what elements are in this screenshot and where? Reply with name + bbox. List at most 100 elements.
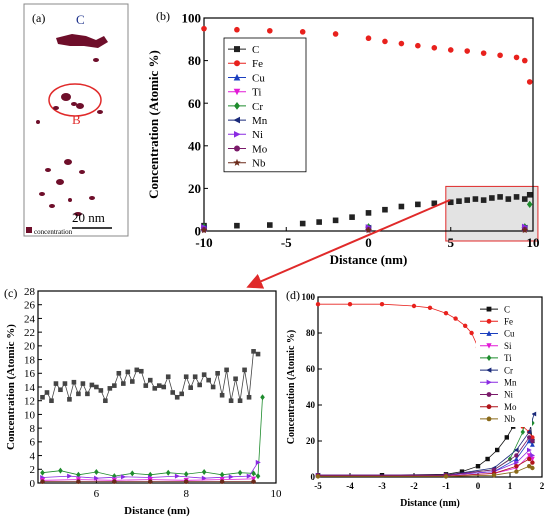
- legend-swatch: [26, 227, 32, 233]
- data-point: [382, 206, 388, 213]
- x-axis-label: Distance (nm): [400, 498, 460, 509]
- data-point: [174, 394, 180, 400]
- data-point: [179, 391, 184, 397]
- panel-a-canvas: (a) C B 20 nm concentration: [23, 3, 129, 237]
- data-point: [365, 210, 372, 216]
- series-line: [42, 350, 259, 402]
- data-point: [215, 370, 220, 376]
- region-b-ellipse: [48, 83, 102, 117]
- data-point: [219, 392, 225, 398]
- legend-marker: [486, 343, 492, 349]
- legend-entry-ti: Ti: [504, 353, 512, 363]
- data-point: [267, 222, 273, 228]
- data-point: [170, 390, 176, 395]
- data-point: [379, 302, 385, 307]
- data-point: [513, 194, 520, 200]
- data-point: [85, 391, 90, 397]
- data-point: [526, 191, 533, 198]
- data-point: [497, 52, 503, 59]
- data-point: [431, 200, 438, 207]
- data-point: [472, 196, 479, 202]
- x-tick-label: 8: [183, 488, 189, 500]
- legend-marker: [233, 88, 241, 96]
- data-point: [464, 197, 470, 203]
- data-point: [513, 456, 519, 462]
- data-point: [76, 471, 81, 478]
- precipitate: [45, 168, 51, 172]
- panel-label: (b): [156, 9, 170, 23]
- data-point: [529, 441, 535, 447]
- y-axis-label: Concentration (Atomic %): [5, 324, 17, 450]
- data-point: [469, 330, 474, 336]
- data-point: [485, 456, 490, 462]
- data-point: [251, 476, 257, 482]
- data-point: [489, 195, 495, 201]
- precipitate: [49, 204, 55, 208]
- data-point: [315, 474, 321, 479]
- x-tick-label: 1: [508, 481, 513, 491]
- scale-label: 20 nm: [72, 210, 105, 225]
- data-point: [112, 479, 117, 484]
- data-point: [480, 197, 487, 203]
- legend-marker: [486, 392, 492, 397]
- data-point: [121, 381, 126, 386]
- data-point: [197, 382, 202, 388]
- data-point: [174, 473, 180, 479]
- data-point: [415, 201, 421, 208]
- data-point: [161, 384, 167, 390]
- data-point: [165, 374, 171, 380]
- y-tick-label: 18: [24, 354, 36, 366]
- data-point: [80, 381, 86, 386]
- series-line: [42, 397, 263, 477]
- precipitate: [79, 170, 85, 174]
- data-point: [299, 220, 306, 227]
- data-point: [147, 377, 153, 383]
- panel-a: (a) C B 20 nm concentration: [0, 0, 140, 240]
- data-point: [251, 349, 256, 354]
- data-point: [520, 429, 525, 435]
- legend-marker: [486, 306, 492, 312]
- data-point: [464, 48, 471, 54]
- zoom-arrow: [246, 199, 451, 289]
- data-point: [527, 447, 532, 453]
- legend-entry-nb: Nb: [504, 414, 515, 424]
- data-point: [201, 469, 207, 476]
- series-line: [318, 436, 533, 476]
- y-tick-label: 12: [24, 396, 35, 408]
- data-point: [125, 369, 131, 375]
- y-tick-label: 80: [306, 328, 316, 338]
- data-point: [201, 25, 207, 32]
- precipitate: [76, 103, 84, 109]
- data-point: [188, 385, 193, 390]
- x-tick-label: 0: [365, 235, 372, 250]
- panel-label-a: (a): [32, 11, 45, 25]
- data-point: [251, 470, 256, 477]
- y-tick-label: 0: [311, 472, 316, 482]
- y-tick-label: 60: [306, 364, 316, 374]
- data-point: [183, 479, 189, 484]
- data-point: [200, 226, 208, 234]
- data-point: [526, 79, 533, 85]
- data-point: [495, 447, 500, 453]
- data-point: [89, 382, 95, 388]
- data-point: [480, 50, 487, 56]
- x-tick-label: 10: [527, 235, 540, 250]
- data-point: [456, 198, 462, 204]
- panel-a-frame: [23, 3, 129, 237]
- data-point: [443, 474, 449, 479]
- y-tick-label: 2: [30, 464, 36, 476]
- data-point: [513, 447, 519, 453]
- y-tick-label: 20: [306, 436, 316, 446]
- legend-marker: [233, 73, 241, 81]
- y-tick-label: 40: [306, 400, 316, 410]
- precipitate: [64, 159, 72, 165]
- region-label-b: B: [72, 112, 81, 127]
- precipitate: [61, 93, 71, 101]
- region-label-c: C: [76, 12, 85, 27]
- x-tick-label: -1: [442, 481, 450, 491]
- legend-marker: [233, 158, 241, 166]
- legend-entry-si: Si: [504, 341, 512, 351]
